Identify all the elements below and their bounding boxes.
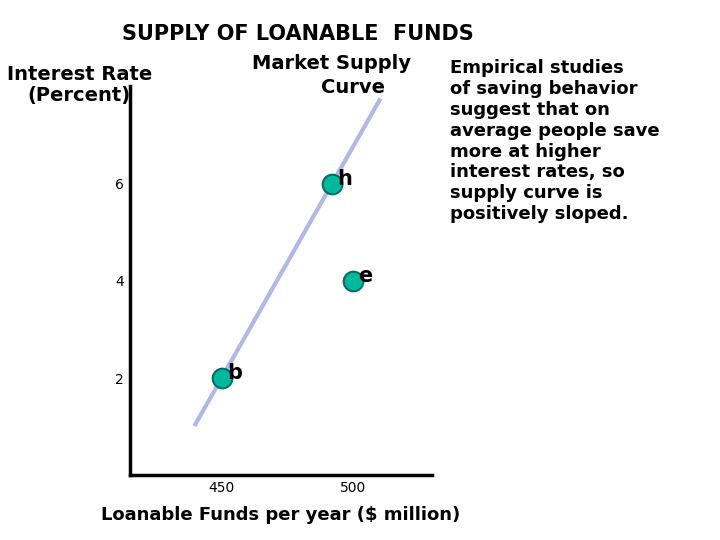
Text: h: h	[338, 168, 352, 189]
Point	[326, 179, 338, 188]
Text: SUPPLY OF LOANABLE  FUNDS: SUPPLY OF LOANABLE FUNDS	[122, 24, 474, 44]
Text: Loanable Funds per year ($ million): Loanable Funds per year ($ million)	[102, 506, 460, 524]
Point	[347, 276, 359, 285]
Text: Empirical studies
of saving behavior
suggest that on
average people save
more at: Empirical studies of saving behavior sug…	[450, 59, 660, 223]
Text: e: e	[359, 266, 373, 286]
Text: (Percent): (Percent)	[27, 86, 131, 105]
Text: Curve: Curve	[321, 78, 384, 97]
Point	[216, 374, 228, 382]
Text: Interest Rate: Interest Rate	[6, 65, 152, 84]
Text: b: b	[227, 363, 242, 383]
Text: Market Supply: Market Supply	[252, 54, 410, 73]
